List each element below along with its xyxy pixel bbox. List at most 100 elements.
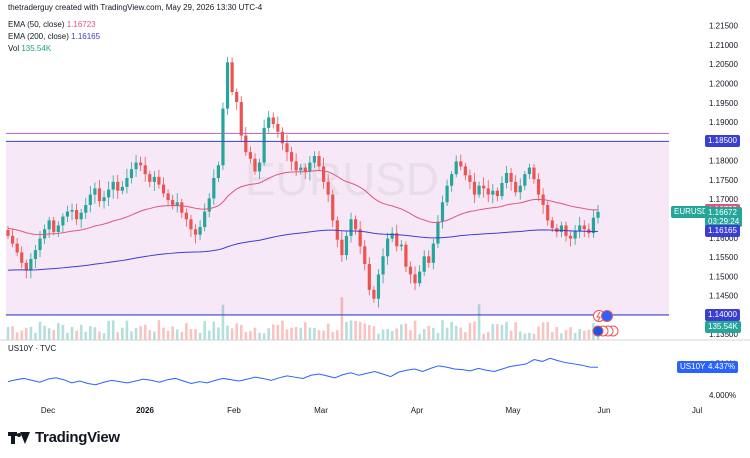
volume-bar (582, 330, 586, 340)
volume-bar (139, 326, 142, 340)
candle-body (93, 188, 97, 195)
candle-body (65, 211, 70, 217)
volume-bar (514, 322, 517, 340)
x-tick-label: Jun (598, 406, 611, 415)
candle-body (84, 205, 88, 213)
volume-bar (125, 320, 129, 340)
volume-bar (422, 328, 426, 340)
y-tick-label: 1.21500 (709, 22, 738, 31)
candle-body (143, 165, 147, 175)
ema50-legend-label: EMA (50, close) (8, 20, 65, 29)
volume-bar (386, 328, 389, 340)
candle-body (257, 162, 262, 172)
candle-body (381, 256, 385, 275)
volume-bar (454, 325, 458, 340)
candle-body (15, 243, 19, 253)
volume-bar (290, 327, 293, 340)
candle-body (248, 152, 253, 159)
candle-body (454, 161, 458, 175)
volume-bar (459, 327, 463, 340)
candle-body (404, 244, 408, 267)
candle-body (390, 233, 394, 239)
candle-body (253, 158, 257, 172)
volume-bar (15, 332, 19, 340)
volume-bar (468, 322, 472, 340)
candle-body (107, 189, 111, 198)
volume-bar (372, 326, 376, 340)
us10y-tick-label: 4.000% (709, 391, 736, 400)
volume-legend-label: Vol (8, 44, 20, 53)
candle-body (459, 161, 463, 167)
volume-bar (518, 331, 522, 340)
volume-bar (47, 328, 51, 340)
volume-bar (473, 321, 476, 340)
y-tick-label: 1.17000 (709, 195, 738, 204)
candle-body (463, 166, 467, 176)
volume-bar (349, 320, 353, 340)
volume-bar (249, 330, 252, 340)
candle-body (299, 167, 303, 171)
event-icon-4[interactable] (592, 325, 604, 337)
ema200-price-tag: 1.16165 (705, 225, 740, 238)
y-tick-label: 1.20500 (709, 60, 738, 69)
candle-body (317, 156, 321, 167)
volume-bar (20, 330, 24, 340)
volume-bar (70, 327, 74, 340)
volume-bar (560, 333, 563, 340)
volume-bar (6, 327, 10, 340)
candle-body (271, 117, 275, 124)
volume-bars (6, 297, 600, 340)
volume-bar (537, 326, 540, 340)
y-tick-label: 1.13500 (709, 330, 738, 339)
volume-bar (43, 325, 46, 340)
candle-body (582, 225, 586, 230)
volume-bar (500, 324, 504, 340)
volume-bar (66, 332, 69, 340)
volume-bar (281, 320, 284, 340)
lower-level-tag[interactable]: 1.14000 (705, 308, 740, 321)
candle-body (116, 181, 120, 191)
candle-body (472, 181, 477, 195)
candle-body (111, 181, 115, 190)
price-axis: 1.21500 1.21000 1.20500 1.20000 1.19500 1.190… (709, 22, 738, 340)
candle-body (527, 167, 531, 175)
ema200-legend: EMA (200, close) 1.16165 (8, 32, 100, 41)
volume-bar (121, 327, 124, 340)
tradingview-brand[interactable]: TradingView (8, 429, 120, 446)
alert-icons[interactable] (592, 310, 619, 337)
volume-bar (180, 331, 184, 340)
volume-bar (418, 333, 421, 340)
volume-bar (24, 327, 28, 340)
upper-level-tag[interactable]: 1.18500 (705, 135, 740, 148)
volume-bar (267, 328, 270, 340)
candle-body (536, 179, 541, 195)
volume-bar (185, 323, 188, 340)
volume-bar (496, 324, 499, 340)
candle-body (573, 230, 577, 239)
volume-bar (157, 320, 161, 340)
candle-body (376, 274, 381, 299)
volume-bar (491, 324, 495, 340)
candle-body (193, 229, 198, 235)
x-tick-label: Apr (411, 406, 424, 415)
volume-bar (34, 332, 37, 340)
volume-bar (262, 333, 266, 340)
candle-body (353, 219, 358, 230)
volume-bar (194, 329, 197, 340)
candle-body (38, 238, 42, 251)
volume-bar (345, 321, 348, 340)
volume-bar (11, 326, 14, 340)
ema200-line (7, 229, 599, 271)
candle-body (235, 91, 239, 103)
volume-bar (89, 326, 92, 340)
candle-body (148, 174, 152, 182)
volume-bar (38, 321, 42, 340)
x-tick-label: May (505, 406, 520, 415)
volume-bar (175, 329, 179, 340)
candle-body (225, 62, 230, 109)
candle-body (486, 188, 490, 195)
volume-bar (436, 332, 440, 340)
volume-bar (134, 328, 138, 340)
alert-dot-icon[interactable] (601, 310, 613, 322)
